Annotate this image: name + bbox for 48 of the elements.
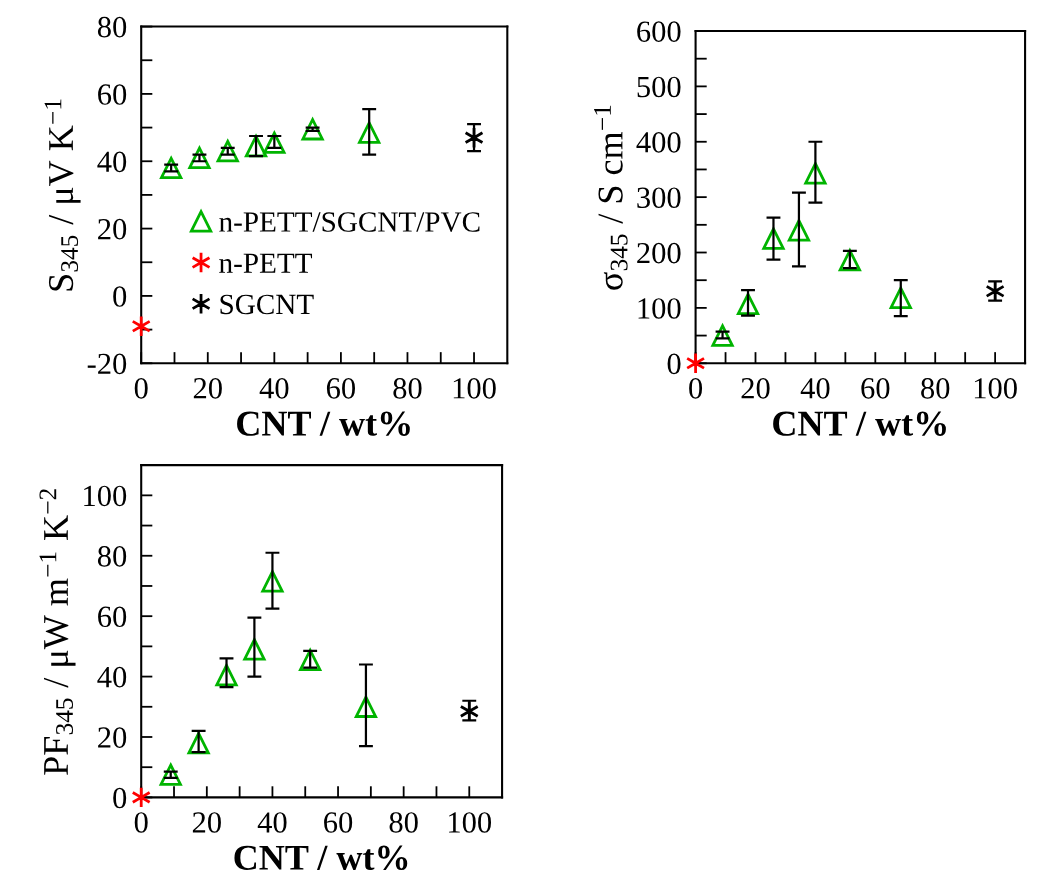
- y-tick-label: 400: [636, 132, 681, 153]
- x-tick-label: 40: [800, 378, 830, 399]
- legend-label: SGCNT: [220, 294, 314, 315]
- y-tick-label: -20: [87, 353, 127, 375]
- x-tick-label: 80: [393, 378, 422, 399]
- x-tick-label: 0: [689, 378, 703, 399]
- y-axis-title: PF$_{345}$ / μW m$^{−1}$ K$^{−2}$: [39, 489, 76, 775]
- x-axis-title: CNT / wt%: [237, 411, 410, 436]
- x-tick-label: 40: [259, 378, 289, 399]
- y-tick-label: 80: [97, 16, 127, 38]
- x-tick-label: 60: [326, 378, 356, 399]
- point: [131, 315, 152, 338]
- y-tick-label: 20: [98, 727, 127, 748]
- x-tick-label: 20: [192, 812, 221, 833]
- x-tick-label: 40: [257, 812, 287, 833]
- x-tick-label: 100: [453, 378, 496, 399]
- y-tick-label: 500: [637, 76, 681, 98]
- y-axis-title: S$_{345}$ / μV K$^{−1}$: [44, 99, 81, 291]
- y-tick-label: 60: [98, 606, 127, 628]
- x-tick-label: 20: [193, 378, 222, 399]
- x-tick-label: 0: [134, 812, 148, 833]
- x-tick-label: 100: [974, 378, 1017, 399]
- y-tick-label: 100: [638, 298, 681, 319]
- y-tick-label: 300: [637, 187, 681, 209]
- y-axis-title: σ$_{345}$ / S cm$^{−1}$: [594, 105, 628, 290]
- x-tick-label: 0: [134, 378, 148, 399]
- y-tick-label: 0: [113, 286, 127, 307]
- y-tick-label: 0: [113, 787, 127, 809]
- x-tick-label: 80: [389, 812, 418, 833]
- legend-label: n-PETT: [219, 253, 313, 273]
- y-tick-label: 40: [97, 666, 127, 688]
- x-tick-label: 100: [449, 812, 492, 833]
- x-tick-label: 60: [324, 812, 353, 833]
- y-tick-label: 60: [98, 84, 127, 105]
- y-tick-label: 100: [84, 485, 127, 507]
- point: [131, 786, 152, 809]
- x-tick-label: 80: [921, 378, 950, 399]
- x-axis-title: CNT / wt%: [234, 845, 408, 871]
- x-tick-label: 60: [861, 378, 890, 399]
- y-tick-label: 200: [637, 242, 681, 264]
- x-tick-label: 20: [741, 378, 770, 399]
- x-axis-title: CNT / wt%: [773, 411, 946, 436]
- y-tick-label: 40: [97, 151, 127, 173]
- legend-label: n-PETT/SGCNT/PVC: [219, 212, 480, 232]
- y-tick-label: 20: [98, 218, 127, 240]
- y-tick-label: 600: [637, 21, 681, 42]
- y-tick-label: 80: [97, 546, 127, 567]
- y-tick-label: 0: [667, 353, 681, 375]
